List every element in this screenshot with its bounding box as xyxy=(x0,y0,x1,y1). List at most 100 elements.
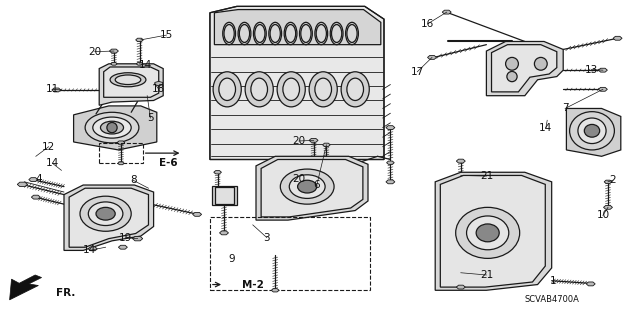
Polygon shape xyxy=(104,67,159,97)
Polygon shape xyxy=(109,49,118,53)
Polygon shape xyxy=(17,182,28,187)
Ellipse shape xyxy=(309,72,337,107)
Ellipse shape xyxy=(219,78,236,100)
Ellipse shape xyxy=(245,72,273,107)
Polygon shape xyxy=(492,45,557,92)
Ellipse shape xyxy=(270,25,280,42)
Ellipse shape xyxy=(570,112,614,150)
Text: SCVAB4700A: SCVAB4700A xyxy=(524,295,579,304)
Polygon shape xyxy=(387,161,394,164)
Circle shape xyxy=(534,57,547,70)
Polygon shape xyxy=(486,41,563,96)
Polygon shape xyxy=(193,212,202,216)
Text: 16: 16 xyxy=(421,19,434,29)
Ellipse shape xyxy=(578,118,606,144)
Bar xyxy=(99,143,143,163)
Ellipse shape xyxy=(96,207,115,220)
Ellipse shape xyxy=(277,72,305,107)
Polygon shape xyxy=(309,138,318,142)
Polygon shape xyxy=(456,159,465,163)
Text: 14: 14 xyxy=(83,245,96,256)
Ellipse shape xyxy=(224,25,234,42)
Text: 14: 14 xyxy=(46,158,59,168)
Bar xyxy=(212,186,237,205)
Text: 20: 20 xyxy=(292,136,305,146)
Polygon shape xyxy=(220,231,228,235)
Polygon shape xyxy=(261,160,363,217)
Ellipse shape xyxy=(347,78,364,100)
Polygon shape xyxy=(598,87,607,91)
Ellipse shape xyxy=(301,25,311,42)
Circle shape xyxy=(507,71,517,82)
Text: 21: 21 xyxy=(480,270,493,280)
Text: 7: 7 xyxy=(562,103,568,114)
Ellipse shape xyxy=(315,78,332,100)
Ellipse shape xyxy=(115,75,141,85)
Polygon shape xyxy=(440,175,545,287)
Ellipse shape xyxy=(80,196,131,231)
Text: FR.: FR. xyxy=(56,288,76,299)
Text: 20: 20 xyxy=(88,47,101,57)
Polygon shape xyxy=(604,180,612,183)
Bar xyxy=(215,187,234,204)
Text: M-2: M-2 xyxy=(242,279,264,290)
Polygon shape xyxy=(214,171,221,174)
Ellipse shape xyxy=(100,121,124,134)
Polygon shape xyxy=(613,36,622,40)
Ellipse shape xyxy=(341,72,369,107)
Polygon shape xyxy=(88,247,97,251)
Bar xyxy=(210,217,370,290)
Ellipse shape xyxy=(300,22,312,45)
Ellipse shape xyxy=(298,180,317,193)
Text: 18: 18 xyxy=(152,84,165,94)
Polygon shape xyxy=(428,56,436,59)
Text: 6: 6 xyxy=(314,180,320,190)
Polygon shape xyxy=(386,180,395,184)
Text: 10: 10 xyxy=(596,210,609,220)
Ellipse shape xyxy=(467,216,509,250)
Polygon shape xyxy=(132,236,143,241)
Text: 19: 19 xyxy=(119,233,132,243)
Polygon shape xyxy=(52,88,61,92)
Text: 20: 20 xyxy=(292,174,305,184)
Polygon shape xyxy=(118,245,127,249)
Polygon shape xyxy=(386,126,395,130)
Text: 1: 1 xyxy=(550,276,557,286)
Ellipse shape xyxy=(347,25,357,42)
Text: 14: 14 xyxy=(140,60,152,70)
Polygon shape xyxy=(456,285,465,289)
Polygon shape xyxy=(435,172,552,290)
Polygon shape xyxy=(99,64,163,105)
Polygon shape xyxy=(442,10,451,14)
Ellipse shape xyxy=(251,78,268,100)
Polygon shape xyxy=(136,63,143,65)
Ellipse shape xyxy=(332,25,342,42)
Polygon shape xyxy=(31,195,40,199)
Text: 12: 12 xyxy=(42,142,55,152)
Text: 5: 5 xyxy=(147,113,154,123)
Text: 9: 9 xyxy=(228,254,235,264)
Polygon shape xyxy=(586,282,595,286)
Text: 4: 4 xyxy=(35,174,42,184)
Circle shape xyxy=(506,57,518,70)
Polygon shape xyxy=(566,108,621,156)
Text: 15: 15 xyxy=(160,30,173,40)
Polygon shape xyxy=(604,205,612,209)
Ellipse shape xyxy=(110,73,146,87)
Circle shape xyxy=(107,122,117,133)
Polygon shape xyxy=(136,38,143,41)
Polygon shape xyxy=(271,289,279,292)
Polygon shape xyxy=(323,143,330,146)
Text: 14: 14 xyxy=(540,122,552,133)
Polygon shape xyxy=(155,81,163,86)
Ellipse shape xyxy=(88,202,123,226)
Ellipse shape xyxy=(238,22,251,45)
Ellipse shape xyxy=(213,72,241,107)
Ellipse shape xyxy=(253,22,266,45)
Ellipse shape xyxy=(315,22,328,45)
Text: 13: 13 xyxy=(585,64,598,75)
Text: E-6: E-6 xyxy=(159,158,177,168)
Polygon shape xyxy=(256,156,368,220)
Polygon shape xyxy=(10,275,42,300)
Ellipse shape xyxy=(456,207,520,258)
